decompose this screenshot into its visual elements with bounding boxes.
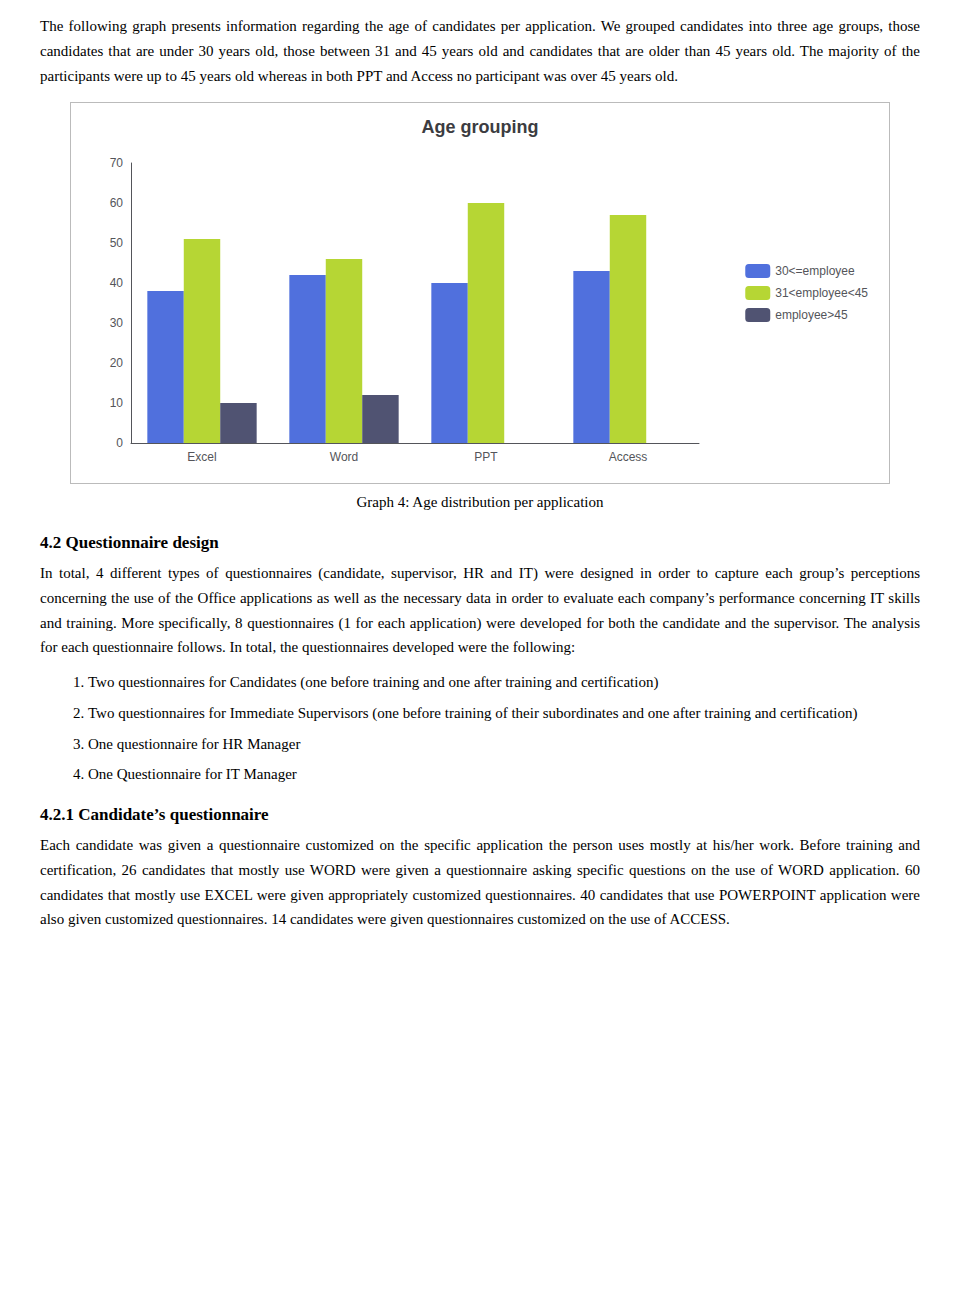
html-text:Two questionnaires for Immedia: Two questionnaires for Immediate Supervi…: [88, 704, 858, 721]
svg-text:30: 30: [110, 316, 124, 330]
svg-text:40: 40: [110, 276, 124, 290]
svg-text:70: 70: [110, 156, 124, 170]
svg-text:employee>45: employee>45: [775, 308, 848, 322]
svg-text:Access: Access: [609, 450, 648, 464]
svg-text:PPT: PPT: [474, 450, 498, 464]
html-text:Graph 4: Age distribution per: Graph 4: Age distribution per applicatio…: [356, 494, 604, 511]
svg-text:Excel: Excel: [187, 450, 216, 464]
svg-text:0: 0: [116, 436, 123, 450]
html-text:One questionnaire for HR Manag: One questionnaire for HR Manager: [88, 735, 301, 752]
html-text:The following graph presents i: The following graph presents information…: [40, 18, 920, 84]
html-text:4.2.1 Candidate’s questionnair: 4.2.1 Candidate’s questionnaire: [40, 805, 269, 824]
svg-text:20: 20: [110, 356, 124, 370]
svg-text:Word: Word: [330, 450, 358, 464]
svg-text:Age grouping: Age grouping: [422, 117, 539, 137]
svg-text:31<employee<45: 31<employee<45: [775, 286, 868, 300]
html-text:One Questionnaire for IT Manag: One Questionnaire for IT Manager: [88, 766, 297, 783]
html-text:Each candidate was given a que: Each candidate was given a questionnaire…: [40, 837, 920, 928]
html-text:Two questionnaires for Candida: Two questionnaires for Candidates (one b…: [88, 674, 659, 690]
svg-text:60: 60: [110, 196, 124, 210]
svg-text:10: 10: [110, 396, 124, 410]
svg-text:50: 50: [110, 236, 124, 250]
html-text:In total, 4 different types of: In total, 4 different types of questionn…: [40, 565, 920, 656]
html-text:4.2 Questionnaire design: 4.2 Questionnaire design: [40, 533, 219, 552]
svg-text:30<=employee: 30<=employee: [775, 264, 855, 278]
